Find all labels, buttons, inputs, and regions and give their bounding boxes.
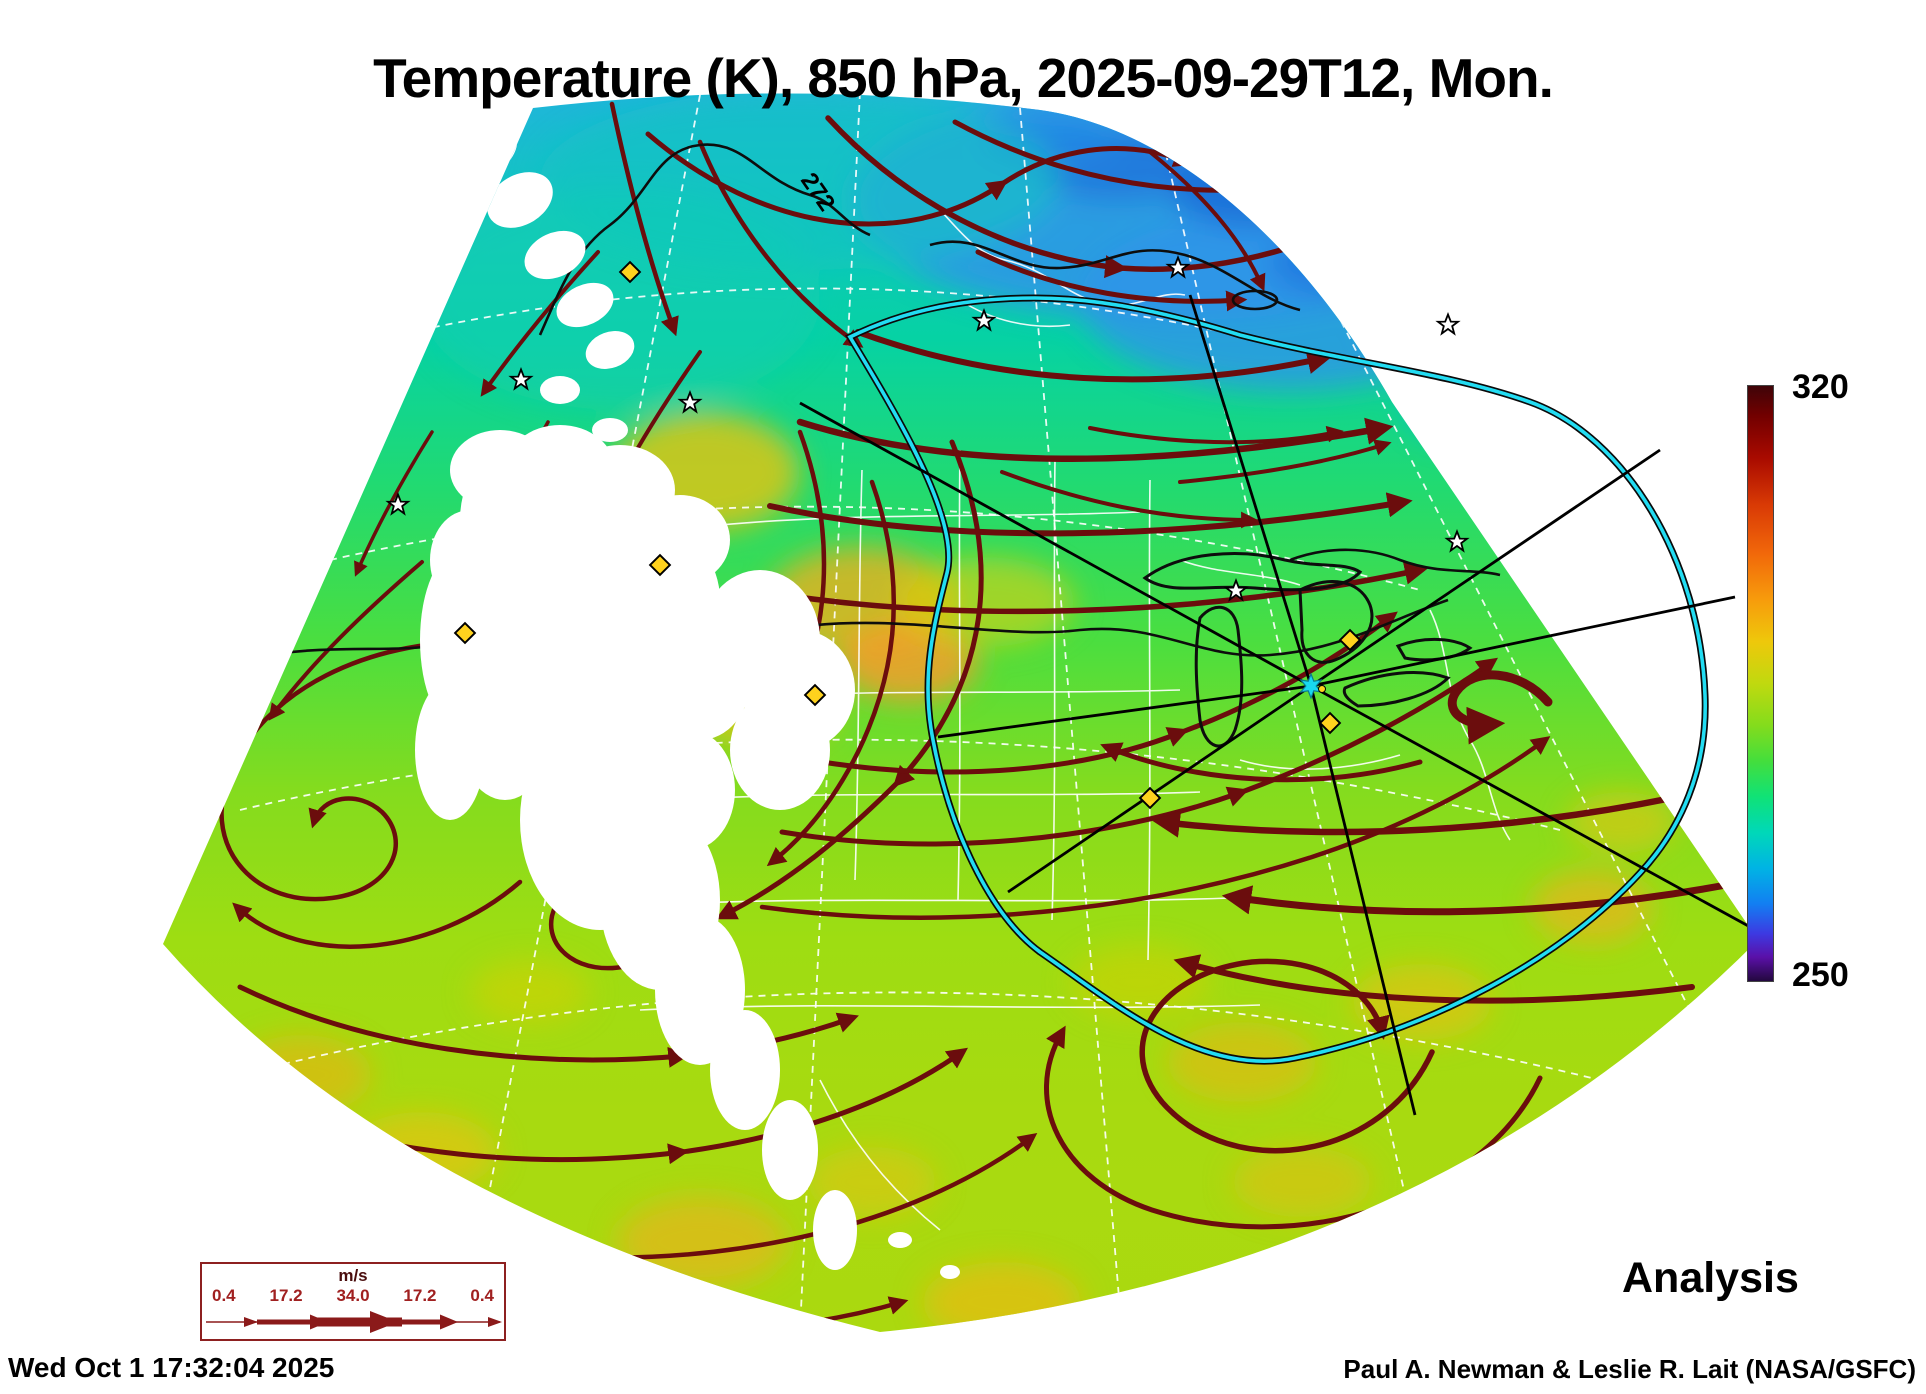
- legend-unit-label: m/s: [338, 1266, 368, 1285]
- colorbar-min-label: 250: [1792, 956, 1849, 994]
- generation-timestamp: Wed Oct 1 17:32:04 2025: [8, 1352, 335, 1383]
- temperature-colorbar: [1747, 385, 1774, 982]
- legend-speed-values: 0.4 17.2 34.0 17.2 0.4: [202, 1286, 504, 1306]
- wind-streamlines: [219, 101, 1746, 1332]
- wind-barb-scale-icon: [206, 1311, 502, 1333]
- credit-line: Paul A. Newman & Leslie R. Lait (NASA/GS…: [1343, 1354, 1916, 1384]
- hub-star-icon: [1299, 672, 1323, 700]
- range-ring: [847, 296, 1707, 1064]
- analysis-mode-label: Analysis: [1622, 1254, 1799, 1302]
- range-ring-overlay: [845, 294, 1709, 1065]
- star-marker-icon: [1437, 313, 1459, 335]
- legend-speed-3: 17.2: [403, 1286, 437, 1305]
- legend-speed-0: 0.4: [212, 1286, 236, 1305]
- hub-dot: [1318, 685, 1326, 693]
- great-lakes-outlines: [1142, 552, 1473, 748]
- legend-speed-4: 0.4: [470, 1286, 494, 1305]
- terrain-mask: [415, 105, 960, 1279]
- legend-speed-2: 34.0: [336, 1286, 370, 1305]
- legend-speed-1: 17.2: [269, 1286, 303, 1305]
- wind-speed-legend: m/s 0.4 17.2 34.0 17.2 0.4: [200, 1262, 506, 1341]
- hub-marker: [1299, 672, 1326, 700]
- map-fan-area: 272 280: [163, 93, 1758, 1332]
- colorbar-max-label: 320: [1792, 368, 1849, 406]
- page-title: Temperature (K), 850 hPa, 2025-09-29T12,…: [373, 47, 1554, 109]
